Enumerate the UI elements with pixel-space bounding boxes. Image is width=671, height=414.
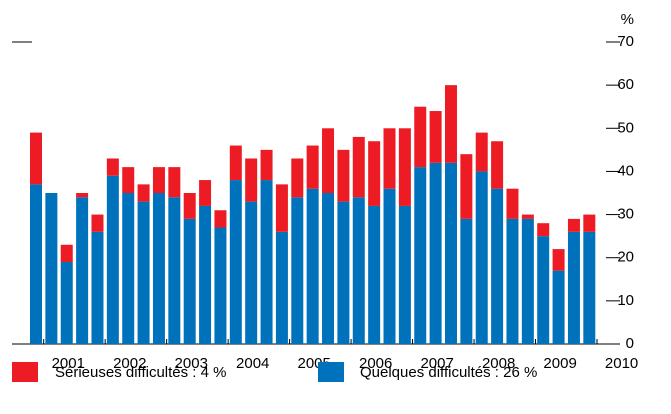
y-tick-label: 60 [617,76,634,93]
bar-segment [444,85,457,163]
y-tick-label: 0 [626,335,634,352]
legend-label: Quelques difficultés : 26 % [360,364,537,381]
bar-segment [460,218,473,344]
bar-segment [291,197,304,344]
legend-swatch [318,362,344,382]
bar-segment [137,201,150,344]
bar-segment [60,262,73,344]
bar-segment [214,227,227,344]
y-tick-label: 20 [617,249,634,266]
bar-segment [491,141,504,189]
y-tick-label: 10 [617,292,634,309]
bar-segment [414,167,427,344]
x-tick-label: 2001 [52,355,85,372]
bar-segment [245,201,258,344]
bar-segment [260,180,273,344]
bar-segment [229,180,242,344]
y-tick-label: 30 [617,206,634,223]
bar-segment [475,132,488,172]
bar-segment [245,158,258,202]
bar-segment [291,158,304,198]
bar-segment [76,193,89,198]
bar-segment [567,218,580,232]
bar-segment [552,270,565,344]
bar-segment [30,132,42,185]
bar-segment [398,128,411,206]
bar-segment [137,184,150,202]
bar-segment [214,210,227,228]
y-tick-label: 40 [617,162,634,179]
x-tick-label: 2007 [420,355,453,372]
bar-segment [122,193,135,344]
bar-segment [183,193,196,219]
bar-segment [122,167,135,193]
bar-segment [106,175,119,344]
bar-segment [168,167,181,198]
legend-label: Sérieuses difficultés : 4 % [55,364,226,381]
bar-segment [414,106,427,168]
bar-segment [506,188,519,219]
bar-segment [475,171,488,344]
bar-segment [229,145,242,181]
bar-segment [91,214,104,232]
bar-segment [275,231,288,344]
bar-segment [91,231,104,344]
x-tick-label: 2006 [359,355,392,372]
bar-segment [60,244,73,263]
bar-segment [506,218,519,344]
bar-segment [398,205,411,344]
bar-segment [444,162,457,344]
bar-segment [460,154,473,219]
bar-segment [275,184,288,232]
bar-segment [199,205,212,344]
legend-swatch [12,362,38,382]
bar-segment [383,188,396,344]
bar-segment [322,128,335,193]
y-tick-label: 50 [617,119,634,136]
x-tick-label: 2003 [175,355,208,372]
x-tick-label: 2008 [482,355,515,372]
x-tick-label: 2010 [605,355,638,372]
bar-segment [567,231,580,344]
bar-segment [537,236,550,344]
bar-segment [306,145,319,189]
bar-segment [168,197,181,344]
bar-segment [383,128,396,189]
bar-segment [76,197,89,344]
bar-segment [552,249,565,271]
bar-segment [352,136,365,198]
y-tick-label: 70 [617,33,634,50]
bar-segment [583,214,596,232]
bar-segment [537,223,550,237]
bar-segment [199,180,212,206]
bar-segment [152,193,165,344]
bar-segment [429,162,442,344]
bar-segment [368,205,381,344]
bar-segment [30,184,42,344]
bar-segment [106,158,119,176]
bar-segment [583,231,596,344]
y-unit: % [621,11,634,28]
bar-segment [352,197,365,344]
bar-segment [260,149,273,181]
bar-segment [45,193,58,344]
x-tick-label: 2009 [543,355,576,372]
bar-segment [521,218,534,344]
bar-segment [183,218,196,344]
x-tick-label: 2002 [113,355,146,372]
bar-segment [429,111,442,163]
bar-segment [337,201,350,344]
bar-segment [322,193,335,344]
bar-segment [152,167,165,193]
bar-segment [491,188,504,344]
bar-segment [368,141,381,206]
x-tick-label: 2004 [236,355,269,372]
bar-segment [521,214,534,219]
bar-segment [337,149,350,202]
bar-segment [306,188,319,344]
